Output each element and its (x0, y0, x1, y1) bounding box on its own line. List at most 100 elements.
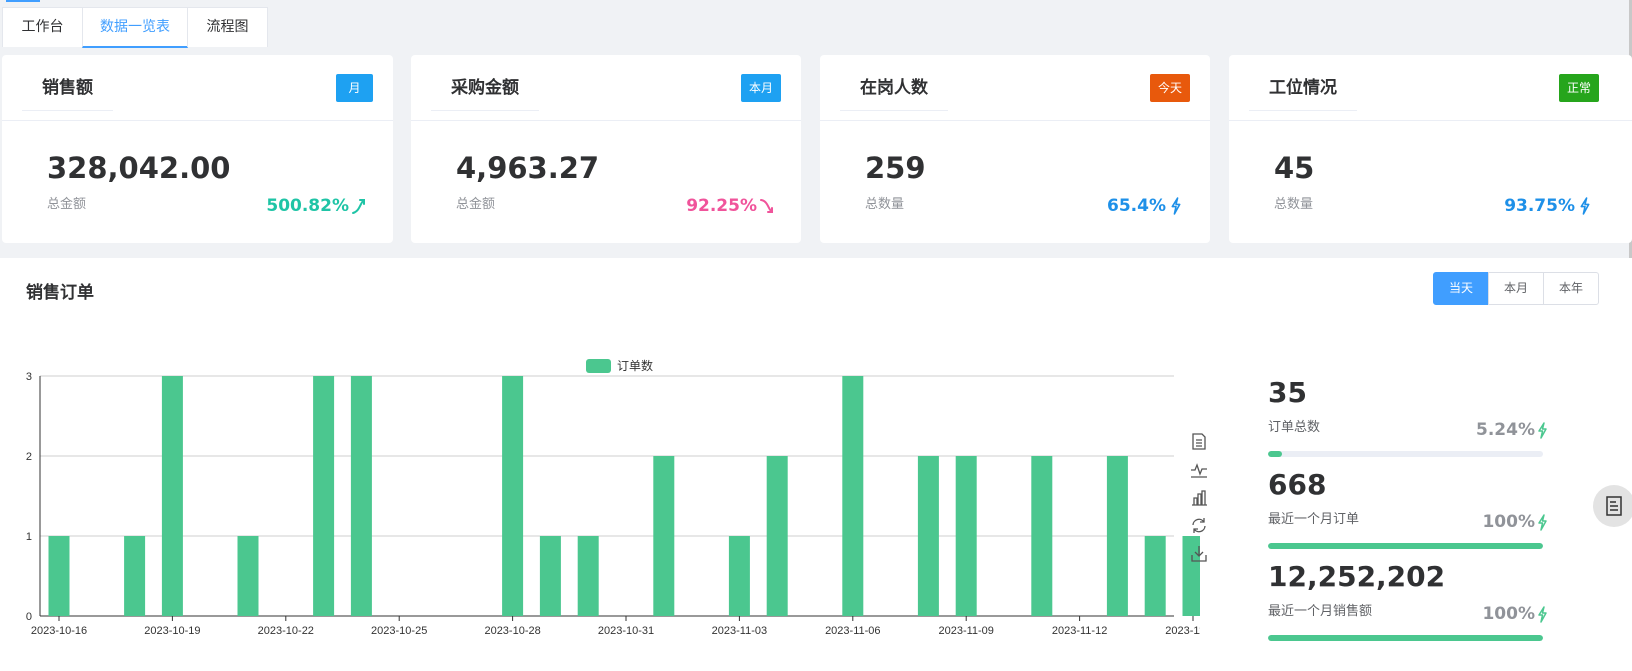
stat-percent-value: 5.24% (1476, 420, 1535, 440)
card-subtitle: 总数量 (1274, 197, 1314, 212)
card-title: 销售额 (22, 75, 113, 111)
bar (1031, 456, 1053, 616)
stat-value: 668 (1268, 468, 1327, 501)
bar (313, 376, 335, 616)
bar (124, 536, 146, 616)
bar (539, 536, 561, 616)
rate-value: 92.25% (686, 196, 757, 216)
status-tag: 正常 (1558, 74, 1599, 102)
stat-label: 订单总数 (1268, 420, 1321, 435)
card-header: 采购金额 本月 (411, 55, 801, 121)
bolt-icon (1538, 421, 1547, 439)
restore-icon[interactable] (1189, 516, 1209, 535)
trend-up-icon (352, 199, 365, 214)
card-header: 在岗人数 今天 (820, 55, 1210, 121)
tab-bar: 工作台 数据一览表 流程图 (0, 0, 1632, 48)
bar (842, 376, 864, 616)
card-rate: 92.25% (686, 196, 775, 216)
bar (653, 456, 675, 616)
bar-chart-icon[interactable] (1189, 488, 1209, 507)
range-selector: 当天 本月 本年 (1433, 272, 1599, 305)
line-chart-icon[interactable] (1189, 460, 1209, 479)
panel-title: 销售订单 (26, 283, 94, 303)
chart-legend[interactable]: 订单数 (586, 357, 653, 374)
legend-swatch (586, 358, 611, 373)
x-tick-label: 2023-10-31 (598, 625, 654, 637)
y-tick-label: 0 (26, 611, 32, 623)
bar (917, 456, 939, 616)
stat-month-sales: 12,252,202 最近一个月销售额 100% (1268, 562, 1548, 641)
x-tick-label: 2023-11-06 (825, 625, 880, 637)
card-title: 工位情况 (1249, 75, 1357, 111)
data-view-icon[interactable] (1189, 432, 1209, 451)
stat-month-orders: 668 最近一个月订单 100% (1268, 468, 1548, 549)
stat-percent-value: 100% (1482, 604, 1535, 624)
x-tick-label: 2023-10-22 (258, 625, 314, 637)
x-tick-label: 2023-10-19 (144, 625, 200, 637)
sales-card: 销售额 月 328,042.00 总金额 500.82% (2, 55, 393, 243)
card-subtitle: 总数量 (865, 197, 905, 212)
progress-bar (1268, 543, 1543, 549)
x-tick-label: 2023-10-28 (484, 625, 540, 637)
stat-value: 35 (1268, 376, 1307, 409)
y-tick-label: 1 (26, 531, 32, 543)
progress-fill (1268, 543, 1543, 549)
download-icon[interactable] (1189, 544, 1209, 563)
stat-percent: 100% (1482, 512, 1548, 532)
range-year-button[interactable]: 本年 (1543, 272, 1599, 305)
bolt-icon (1538, 605, 1547, 623)
bar (577, 536, 599, 616)
bar (1144, 536, 1166, 616)
purchase-card: 采购金额 本月 4,963.27 总金额 92.25% (411, 55, 801, 243)
progress-bar (1268, 635, 1543, 641)
orders-bar-chart: 0 1 2 3 2023-10-16 2023-10-19 2023-10-22 2023-1… (26, 371, 1200, 637)
x-tick-label: 2023-11-09 (938, 625, 993, 637)
card-subtitle: 总金额 (456, 197, 496, 212)
card-value: 45 (1274, 151, 1315, 185)
card-subtitle: 总金额 (47, 197, 87, 212)
y-tick-label: 3 (26, 371, 32, 383)
bar (1106, 456, 1128, 616)
bar (237, 536, 259, 616)
bar (955, 456, 977, 616)
bar (350, 376, 372, 616)
staff-card: 在岗人数 今天 259 总数量 65.4% (820, 55, 1210, 243)
bolt-icon (1538, 513, 1547, 531)
rate-value: 65.4% (1107, 196, 1166, 216)
bolt-icon (1171, 197, 1181, 215)
card-header: 销售额 月 (2, 55, 393, 121)
bar (766, 456, 788, 616)
card-rate: 500.82% (266, 196, 367, 216)
tab-flowchart[interactable]: 流程图 (187, 7, 268, 47)
bar (502, 376, 524, 616)
side-panel-button[interactable] (1593, 485, 1632, 527)
progress-fill (1268, 451, 1283, 457)
chart-toolbox (1189, 432, 1209, 563)
range-today-button[interactable]: 当天 (1433, 272, 1489, 305)
card-value: 4,963.27 (456, 151, 600, 185)
stat-total-orders: 35 订单总数 5.24% (1268, 376, 1548, 457)
top-accent (6, 0, 40, 2)
period-tag: 今天 (1149, 74, 1190, 102)
period-tag: 本月 (740, 74, 781, 102)
tab-data-overview[interactable]: 数据一览表 (82, 7, 188, 48)
x-tick-label: 2023-11-12 (1052, 625, 1107, 637)
x-tick-label: 2023-11-15 (1165, 625, 1200, 637)
rate-value: 500.82% (266, 196, 349, 216)
x-tick-label: 2023-11-03 (712, 625, 767, 637)
range-month-button[interactable]: 本月 (1488, 272, 1544, 305)
x-tick-label: 2023-10-16 (31, 625, 87, 637)
tab-workbench[interactable]: 工作台 (2, 7, 83, 47)
card-value: 259 (865, 151, 926, 185)
card-value: 328,042.00 (47, 151, 231, 185)
x-tick-label: 2023-10-25 (371, 625, 427, 637)
stat-percent: 5.24% (1476, 420, 1548, 440)
card-title: 在岗人数 (840, 75, 948, 111)
progress-fill (1268, 635, 1543, 641)
rate-value: 93.75% (1504, 196, 1575, 216)
bar (48, 536, 70, 616)
stat-label: 最近一个月订单 (1268, 512, 1360, 527)
card-header: 工位情况 正常 (1229, 55, 1632, 121)
progress-bar (1268, 451, 1543, 457)
stat-percent-value: 100% (1482, 512, 1535, 532)
